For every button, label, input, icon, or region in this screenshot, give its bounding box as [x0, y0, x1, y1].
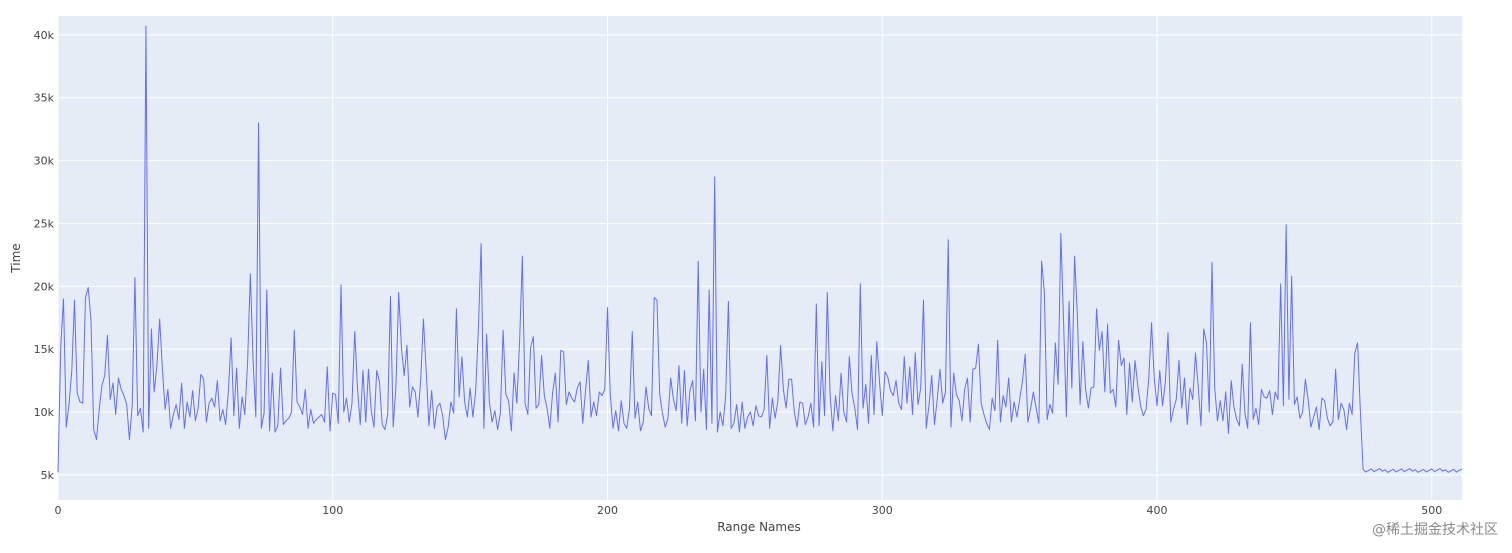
y-tick-label: 5k: [41, 469, 55, 482]
x-tick-label: 500: [1421, 504, 1442, 517]
y-tick-label: 20k: [34, 280, 55, 293]
x-tick-label: 300: [872, 504, 893, 517]
y-tick-label: 25k: [34, 217, 55, 230]
gridlines: [57, 16, 1462, 500]
series-line: [57, 25, 1463, 473]
y-tick-label: 15k: [34, 343, 55, 356]
x-tick-label: 200: [597, 504, 618, 517]
plot-background: [58, 16, 1462, 500]
x-tick-label: 100: [322, 504, 343, 517]
y-axis-title: Time: [9, 243, 23, 273]
y-axis-ticks: 5k 10k 15k 20k 25k 30k 35k 40k: [34, 29, 55, 482]
y-tick-label: 30k: [34, 155, 55, 168]
y-tick-label: 35k: [34, 92, 55, 105]
y-tick-label: 10k: [34, 406, 55, 419]
x-tick-label: 0: [55, 504, 62, 517]
x-axis-title: Range Names: [717, 520, 801, 534]
x-axis-ticks: 0 100 200 300 400 500: [55, 504, 1443, 517]
y-tick-label: 40k: [34, 29, 55, 42]
x-tick-label: 400: [1147, 504, 1168, 517]
watermark: @稀土掘金技术社区: [1372, 522, 1498, 538]
series-group: [57, 25, 1463, 473]
